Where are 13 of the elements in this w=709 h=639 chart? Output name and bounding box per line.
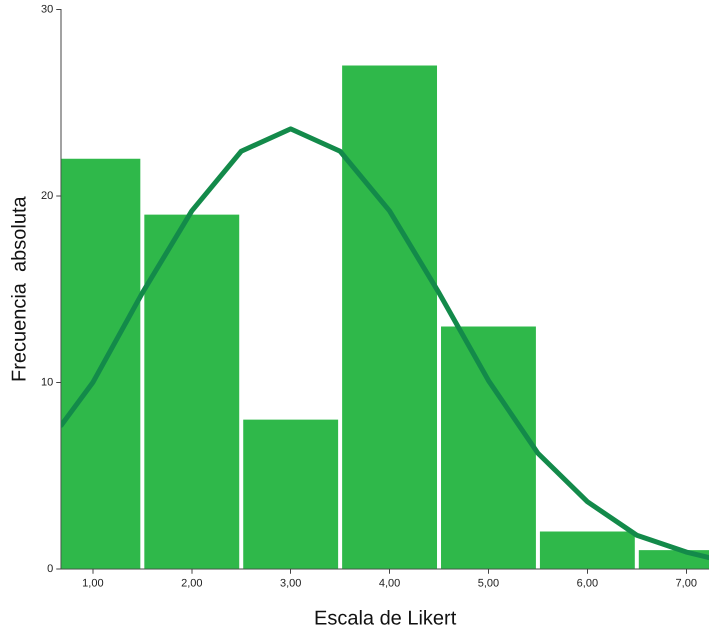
- x-tick-label: 6,00: [576, 577, 598, 590]
- x-tick-label: 2,00: [181, 577, 202, 590]
- x-tick-label: 5,00: [478, 577, 500, 590]
- x-tick-label: 1,00: [82, 577, 104, 590]
- x-axis-title: Escala de Likert: [314, 608, 457, 630]
- y-tick-label: 10: [40, 376, 54, 388]
- x-tick-label: 4,00: [378, 577, 400, 590]
- x-tick-label: 3,00: [280, 577, 302, 590]
- y-axis-title: Frecuencia absoluta: [8, 195, 31, 382]
- y-tick-label: 30: [40, 4, 54, 16]
- y-tick-label: 20: [40, 190, 54, 202]
- x-tick-label: 7,00: [676, 577, 697, 590]
- y-tick-label: 0: [47, 562, 54, 575]
